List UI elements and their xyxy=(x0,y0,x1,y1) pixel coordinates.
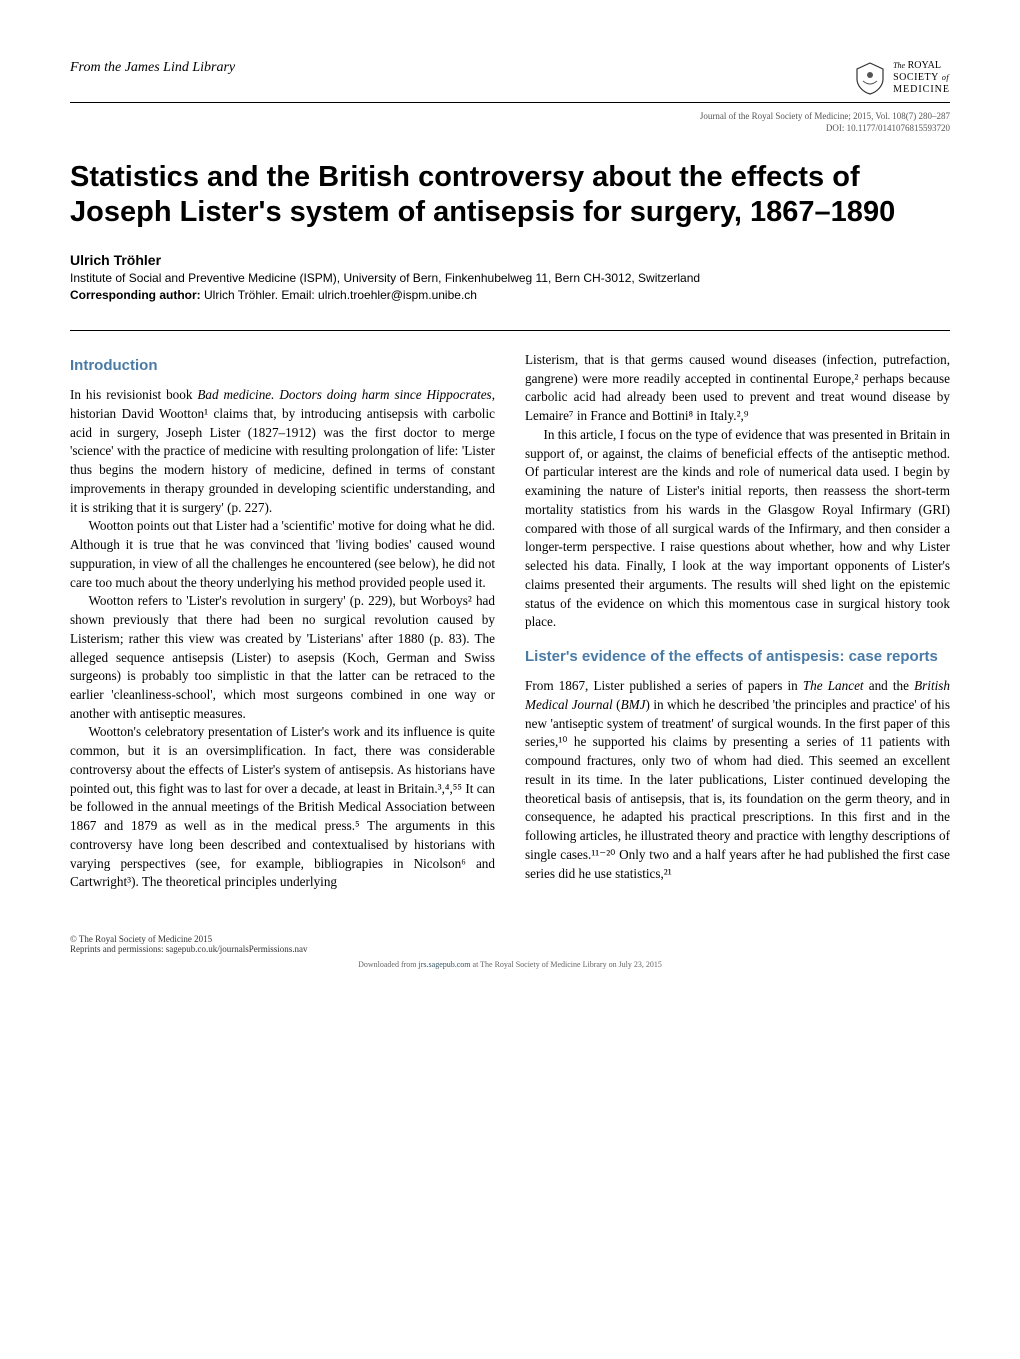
divider xyxy=(70,330,950,331)
doi: DOI: 10.1177/0141076815593720 xyxy=(70,123,950,135)
section-name: From the James Lind Library xyxy=(70,60,235,76)
corresponding-label: Corresponding author: xyxy=(70,288,201,302)
body-columns: Introduction In his revisionist book Bad… xyxy=(70,351,950,906)
download-notice: Downloaded from jrs.sagepub.com at The R… xyxy=(70,960,950,969)
col2-para-1: Listerism, that is that germs caused wou… xyxy=(525,351,950,426)
reprints-line: Reprints and permissions: sagepub.co.uk/… xyxy=(70,944,950,954)
copyright: © The Royal Society of Medicine 2015 xyxy=(70,934,950,944)
article-title: Statistics and the British controversy a… xyxy=(70,160,950,230)
journal-citation: Journal of the Royal Society of Medicine… xyxy=(70,111,950,123)
publisher-logo: The ROYAL SOCIETY of MEDICINE xyxy=(853,60,950,96)
rsm-crest-icon xyxy=(853,61,887,95)
intro-para-4: Wootton's celebratory presentation of Li… xyxy=(70,723,495,892)
page-header: From the James Lind Library The ROYAL SO… xyxy=(70,60,950,103)
evidence-heading: Lister's evidence of the effects of anti… xyxy=(525,646,950,667)
intro-heading: Introduction xyxy=(70,355,495,376)
intro-para-3: Wootton refers to 'Lister's revolution i… xyxy=(70,592,495,723)
author-affiliation: Institute of Social and Preventive Medic… xyxy=(70,271,950,285)
evidence-para-1: From 1867, Lister published a series of … xyxy=(525,677,950,883)
intro-para-1: In his revisionist book Bad medicine. Do… xyxy=(70,386,495,517)
page-footer: © The Royal Society of Medicine 2015 Rep… xyxy=(70,934,950,969)
corresponding-author: Corresponding author: Ulrich Tröhler. Em… xyxy=(70,288,950,302)
intro-para-2: Wootton points out that Lister had a 'sc… xyxy=(70,517,495,592)
col2-para-2: In this article, I focus on the type of … xyxy=(525,426,950,632)
author-name: Ulrich Tröhler xyxy=(70,252,950,268)
download-link[interactable]: jrs.sagepub.com xyxy=(419,960,471,969)
journal-meta: Journal of the Royal Society of Medicine… xyxy=(70,111,950,134)
publisher-name: The ROYAL SOCIETY of MEDICINE xyxy=(893,60,950,96)
corresponding-value: Ulrich Tröhler. Email: ulrich.troehler@i… xyxy=(201,288,477,302)
right-column: Listerism, that is that germs caused wou… xyxy=(525,351,950,906)
left-column: Introduction In his revisionist book Bad… xyxy=(70,351,495,906)
